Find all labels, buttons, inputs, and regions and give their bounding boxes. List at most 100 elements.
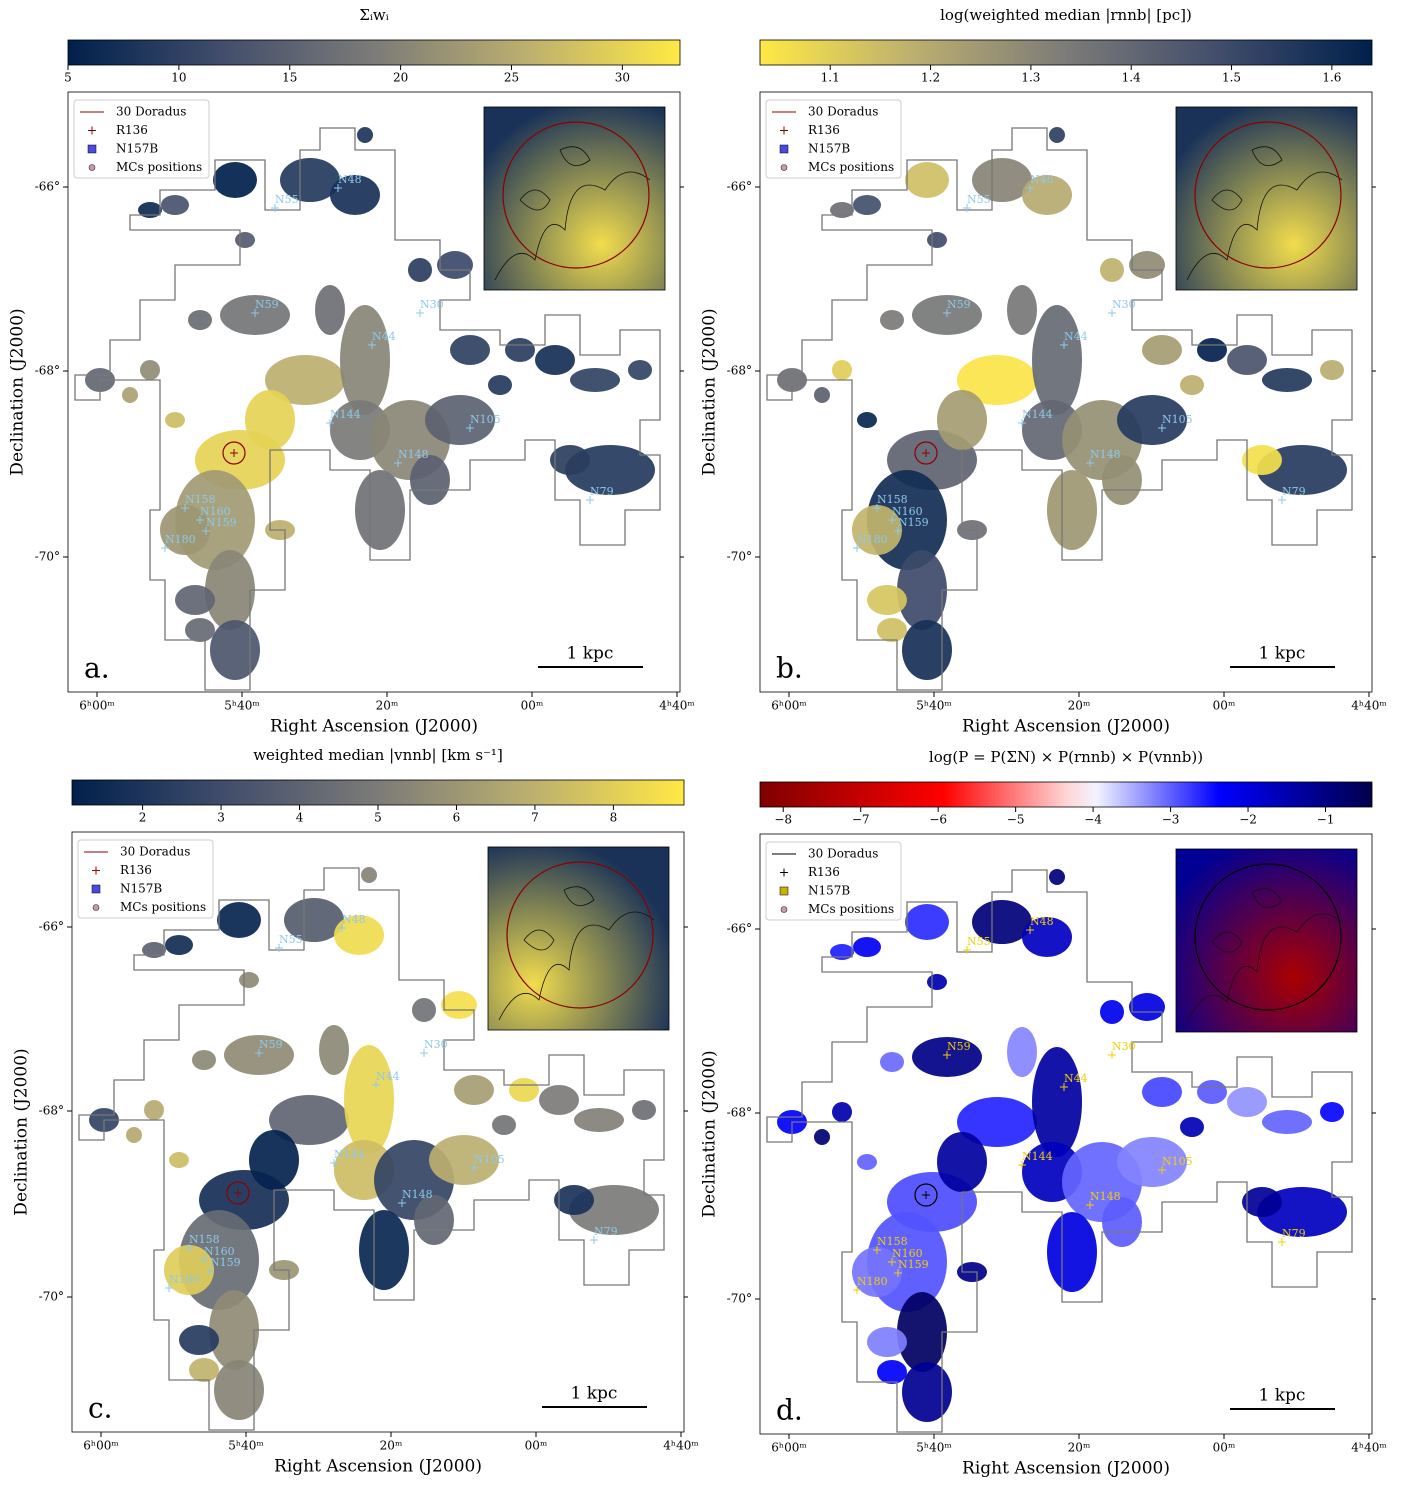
colorbar-tick-label: 15 bbox=[282, 71, 297, 85]
scale-bar-label: 1 kpc bbox=[567, 644, 614, 664]
emission-blob bbox=[361, 867, 377, 883]
y-tick-label: -66° bbox=[39, 920, 64, 934]
emission-blob bbox=[408, 258, 432, 282]
emission-blob bbox=[414, 1195, 454, 1245]
inset-map bbox=[484, 107, 665, 290]
region-label: N105 bbox=[1162, 1155, 1193, 1168]
inset-map bbox=[1176, 107, 1357, 290]
emission-blob bbox=[539, 1085, 579, 1115]
emission-blob bbox=[1320, 360, 1344, 380]
emission-blob bbox=[880, 1052, 904, 1072]
colorbar bbox=[68, 40, 680, 65]
emission-blob bbox=[1242, 445, 1282, 475]
colorbar-tick-label: −6 bbox=[929, 813, 947, 827]
legend-label: MCs positions bbox=[808, 160, 894, 174]
x-axis-label: Right Ascension (J2000) bbox=[270, 717, 478, 737]
colorbar-tick-label: 8 bbox=[610, 811, 618, 825]
emission-blob bbox=[853, 195, 881, 215]
colorbar-tick-label: −3 bbox=[1162, 813, 1180, 827]
region-label: N105 bbox=[470, 413, 501, 426]
panel-letter: a. bbox=[84, 652, 110, 685]
emission-blob bbox=[169, 1152, 189, 1168]
emission-blob bbox=[188, 310, 212, 330]
region-label: N159 bbox=[210, 1256, 241, 1269]
region-label: N30 bbox=[420, 298, 444, 311]
legend-label: N157B bbox=[808, 884, 850, 898]
emission-blob bbox=[1047, 1212, 1097, 1292]
region-label: N59 bbox=[259, 1038, 283, 1051]
emission-blob bbox=[122, 387, 138, 403]
emission-blob bbox=[359, 1210, 409, 1290]
legend-label: 30 Doradus bbox=[808, 847, 878, 861]
colorbar-label: weighted median |vnnb| [km s⁻¹] bbox=[253, 746, 503, 764]
region-label: N44 bbox=[1064, 1072, 1088, 1085]
emission-blob bbox=[1180, 1117, 1204, 1137]
legend-label: N157B bbox=[808, 142, 850, 156]
colorbar-tick-label: 5 bbox=[64, 71, 72, 85]
region-label: N30 bbox=[1112, 1040, 1136, 1053]
scale-bar-label: 1 kpc bbox=[1259, 1386, 1306, 1406]
x-axis-label: Right Ascension (J2000) bbox=[962, 717, 1170, 737]
region-label: N30 bbox=[1112, 298, 1136, 311]
emission-blob bbox=[927, 974, 947, 990]
emission-blob bbox=[210, 620, 260, 680]
region-label: N144 bbox=[1022, 408, 1053, 421]
emission-blob bbox=[853, 937, 881, 957]
emission-blob bbox=[509, 1078, 539, 1102]
emission-blob bbox=[1032, 305, 1082, 415]
legend-square bbox=[780, 887, 788, 895]
region-label: N148 bbox=[1090, 448, 1121, 461]
region-label: N79 bbox=[590, 485, 614, 498]
emission-blob bbox=[1197, 338, 1227, 362]
region-label: N180 bbox=[857, 1275, 888, 1288]
x-tick-label: 6ʰ00ᵐ bbox=[83, 1439, 118, 1453]
panel-letter: b. bbox=[776, 652, 803, 685]
colorbar-tick-label: 25 bbox=[504, 71, 519, 85]
colorbar-tick-label: 2 bbox=[139, 811, 147, 825]
legend-dot bbox=[781, 165, 787, 171]
colorbar-tick-label: 1.5 bbox=[1222, 71, 1241, 85]
emission-blob bbox=[570, 368, 620, 392]
colorbar-tick-label: 6 bbox=[453, 811, 461, 825]
region-label: N48 bbox=[1030, 915, 1054, 928]
region-label: N148 bbox=[1090, 1190, 1121, 1203]
emission-blob bbox=[205, 550, 255, 630]
region-label: N105 bbox=[1162, 413, 1193, 426]
y-tick-label: -66° bbox=[35, 180, 60, 194]
emission-blob bbox=[488, 375, 512, 395]
legend-label: R136 bbox=[120, 863, 152, 877]
x-tick-label: 6ʰ00ᵐ bbox=[771, 699, 806, 713]
emission-blob bbox=[902, 620, 952, 680]
region-label: N48 bbox=[338, 173, 362, 186]
emission-blob bbox=[905, 162, 949, 198]
emission-blob bbox=[249, 1130, 299, 1190]
emission-blob bbox=[144, 1100, 164, 1120]
colorbar-tick-label: 4 bbox=[296, 811, 304, 825]
region-label: N105 bbox=[474, 1153, 505, 1166]
emission-blob bbox=[214, 1360, 264, 1420]
emission-blob bbox=[140, 360, 160, 380]
y-tick-label: -68° bbox=[727, 1106, 752, 1120]
x-axis-label: Right Ascension (J2000) bbox=[274, 1457, 482, 1477]
region-label: N144 bbox=[334, 1148, 365, 1161]
x-tick-label: 00ᵐ bbox=[525, 1439, 548, 1453]
legend-label: 30 Doradus bbox=[808, 105, 878, 119]
emission-blob bbox=[877, 618, 907, 642]
emission-blob bbox=[1032, 1047, 1082, 1157]
x-tick-label: 4ʰ40ᵐ bbox=[1351, 699, 1386, 713]
x-tick-label: 4ʰ40ᵐ bbox=[663, 1439, 698, 1453]
y-axis-label: Declination (J2000) bbox=[8, 308, 28, 475]
emission-blob bbox=[239, 972, 259, 988]
region-label: N44 bbox=[372, 330, 396, 343]
x-tick-label: 00ᵐ bbox=[521, 699, 544, 713]
emission-blob bbox=[192, 1050, 216, 1070]
emission-blob bbox=[412, 998, 436, 1022]
legend-label: MCs positions bbox=[120, 900, 206, 914]
colorbar-tick-label: 1.2 bbox=[921, 71, 940, 85]
emission-blob bbox=[814, 1129, 830, 1145]
x-tick-label: 20ᵐ bbox=[376, 699, 399, 713]
emission-blob bbox=[857, 1154, 877, 1170]
x-tick-label: 4ʰ40ᵐ bbox=[1351, 1441, 1386, 1455]
legend-dot bbox=[93, 905, 99, 911]
emission-blob bbox=[437, 251, 473, 279]
